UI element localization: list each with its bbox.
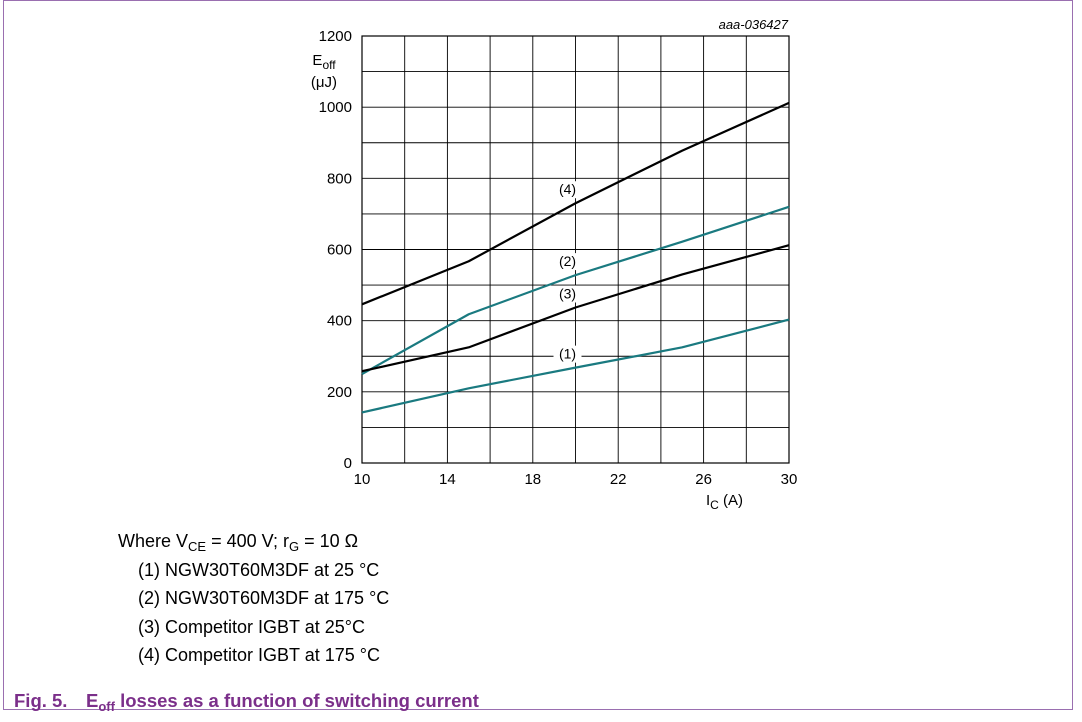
series-line-4 [361,101,790,306]
x-tick-label-26: 26 [695,471,712,488]
series-label-bg-2 [553,253,582,271]
caption-symbol-sub: off [98,699,115,714]
y-tick-label-800: 800 [327,170,352,187]
series-label-bg-4 [553,181,582,199]
test-conditions: Where VCE = 400 V; rG = 10 Ω [118,531,359,554]
series-label-3: (3) [559,286,576,302]
caption-symbol: E [86,690,99,711]
x-tick-label-18: 18 [524,471,541,488]
x-axis-label: IC (A) [706,492,743,512]
caption-text: losses as a function of switching curren… [114,690,479,711]
chart-series [361,101,790,414]
y-tick-label-0: 0 [344,455,352,472]
figure-frame [3,0,1073,710]
legend-item-1: (1) NGW30T60M3DF at 25 °C [138,559,380,580]
legend-item-4: (4) Competitor IGBT at 175 °C [138,645,380,665]
series-line-2 [361,205,790,376]
y-tick-label-200: 200 [327,384,352,401]
legend-item-2: (2) NGW30T60M3DF at 175 °C [138,588,390,608]
x-tick-label-22: 22 [610,471,627,488]
y-axis-label: Eoff [312,52,336,72]
figure-caption: Fig. 5. Eoff losses as a function of swit… [14,690,479,714]
x-tick-label-10: 10 [354,471,371,488]
series-label-bg-1 [553,345,582,363]
series-line-1 [361,318,790,414]
figure-number: Fig. 5. [14,690,68,711]
legend-item-3: (3) Competitor IGBT at 25°C [138,616,365,637]
series-line-3 [361,244,790,373]
figure-id: aaa-036427 [719,17,789,32]
plot-border [361,35,790,464]
y-tick-label-1200: 1200 [319,28,352,45]
chart-labels: (1) (2) (3) (4) [553,181,582,363]
chart-ticks: 10 14 18 22 26 30 0 200 400 600 800 1000 1200 [319,28,798,488]
figure-notes: Where VCE = 400 V; rG = 10 Ω (1) NGW30T6… [118,527,389,670]
series-label-4: (4) [559,181,576,197]
y-tick-label-400: 400 [327,313,352,330]
series-label-1: (1) [559,346,576,362]
y-axis-unit: (μJ) [311,74,337,91]
series-label-2: (2) [559,253,576,269]
series-label-bg-3 [553,285,582,303]
y-tick-label-1000: 1000 [319,99,352,116]
x-tick-label-14: 14 [439,471,456,488]
x-tick-label-30: 30 [781,471,798,488]
eoff-chart: 10 14 18 22 26 30 0 200 400 600 800 1000 1200 (1) (2)… [311,17,798,512]
chart-grid [361,35,790,464]
y-tick-label-600: 600 [327,242,352,259]
